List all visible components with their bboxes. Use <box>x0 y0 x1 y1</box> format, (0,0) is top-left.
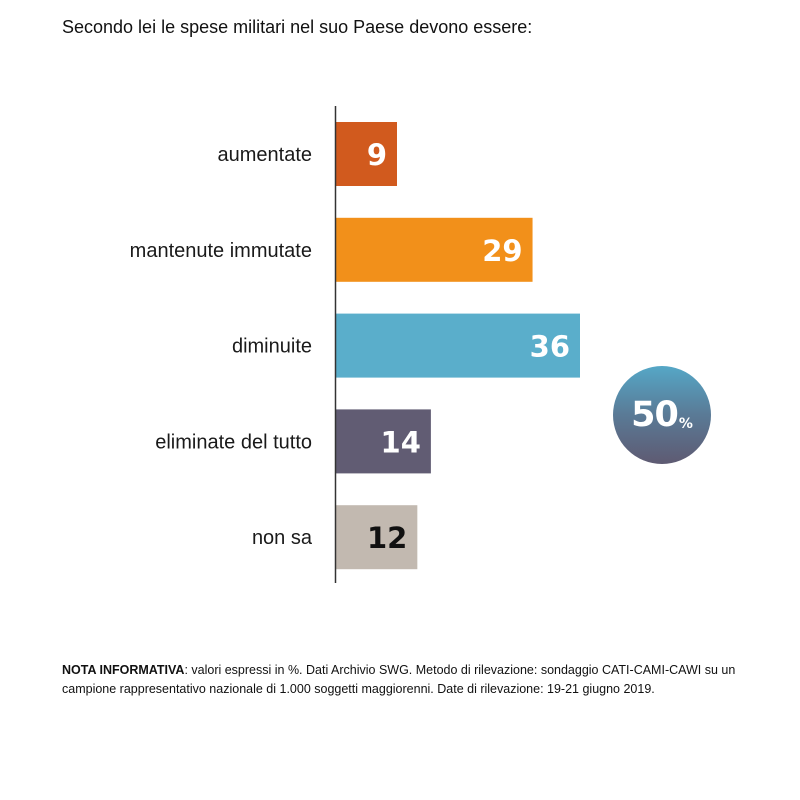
bar-value-label: 29 <box>482 234 522 268</box>
category-label: diminuite <box>232 336 312 358</box>
bar-diminuite <box>336 313 580 378</box>
total-badge: 50% <box>613 366 711 464</box>
bar-aumentate <box>336 122 397 186</box>
category-label: mantenute immutate <box>130 240 312 262</box>
badge-value: 50 <box>631 395 679 435</box>
bar-mantenute-immutate <box>336 217 533 282</box>
category-label: aumentate <box>217 144 312 166</box>
footnote-text: : valori espressi in %. Dati Archivio SW… <box>62 663 736 696</box>
bar-value-label: 12 <box>367 521 407 555</box>
footnote-label: NOTA INFORMATIVA <box>62 663 185 677</box>
bar-value-label: 36 <box>530 330 570 364</box>
badge-unit: % <box>678 416 693 432</box>
bar-value-label: 14 <box>381 425 421 459</box>
category-label: non sa <box>252 527 313 549</box>
footnote: NOTA INFORMATIVA: valori espressi in %. … <box>62 661 762 699</box>
bar-eliminate-del-tutto <box>336 409 431 474</box>
chart-title: Secondo lei le spese militari nel suo Pa… <box>62 17 533 37</box>
bar-value-label: 9 <box>367 138 387 172</box>
category-label: eliminate del tutto <box>155 431 312 453</box>
bar-non-sa <box>336 505 418 570</box>
